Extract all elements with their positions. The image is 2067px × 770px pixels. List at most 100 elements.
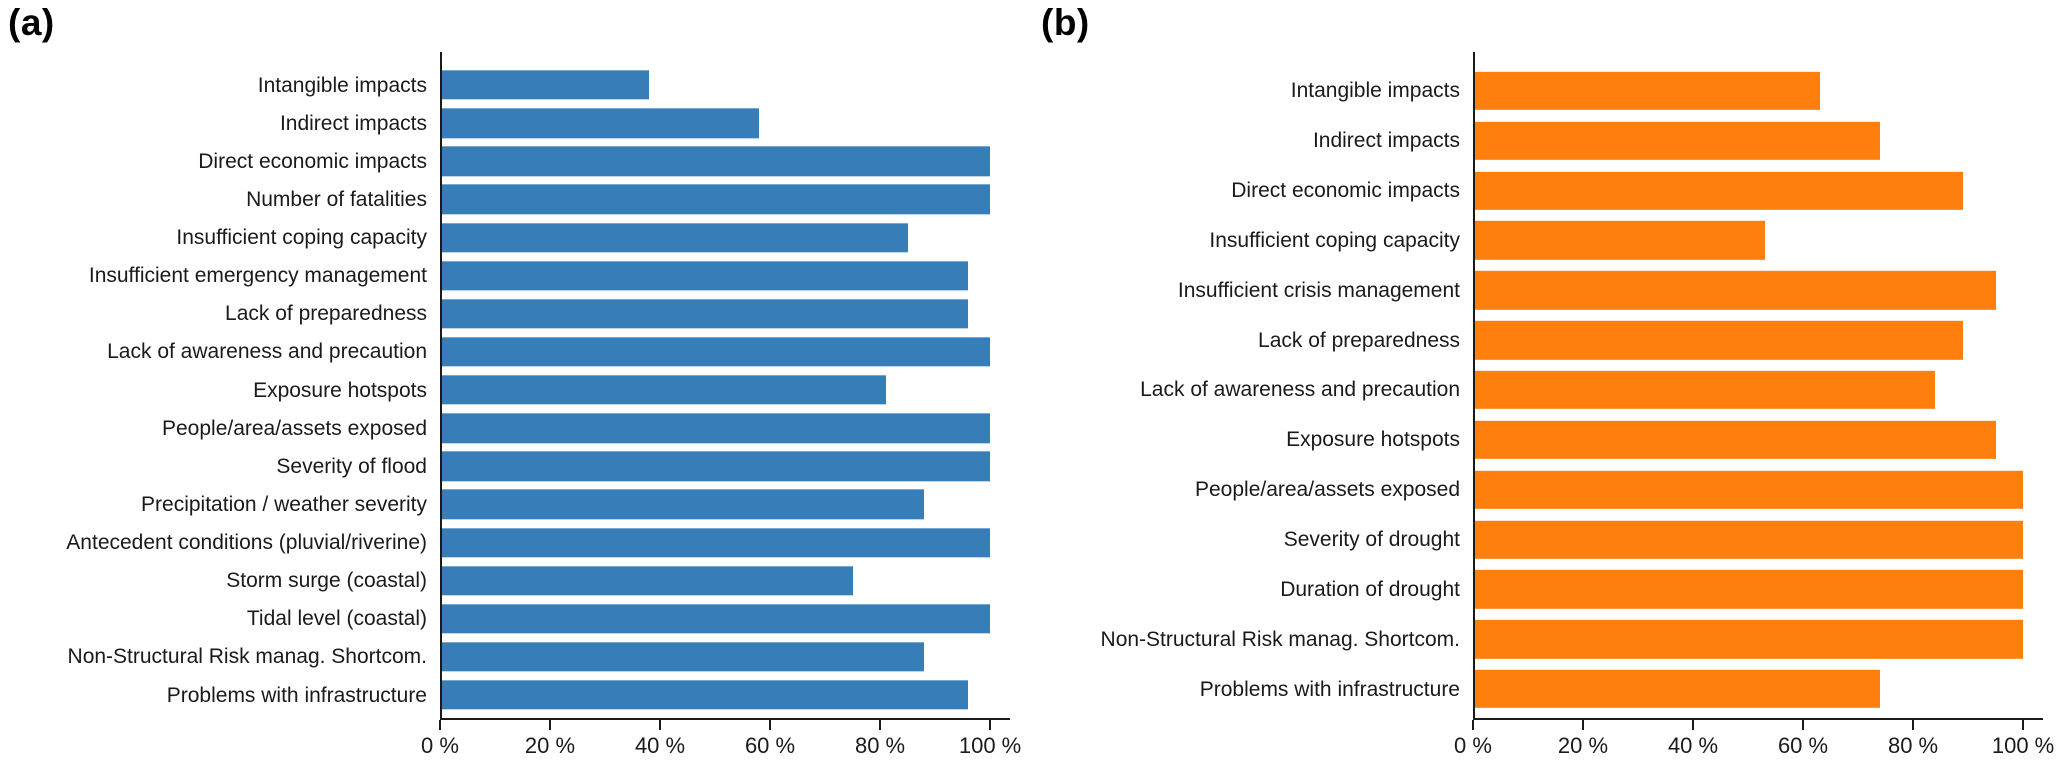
category-label: Storm surge (coastal) [226, 569, 427, 593]
bar [440, 642, 925, 672]
bar [440, 108, 760, 138]
x-tick: 60 % [1778, 720, 1828, 758]
x-tick-label: 20 % [1557, 733, 1609, 758]
bar-track [440, 104, 1010, 142]
bar-row: Indirect impacts [8, 104, 1010, 142]
chart-b-rows: Intangible impacts Indirect impacts Direct… [1041, 52, 2043, 720]
bar [440, 337, 991, 367]
bar-row: Direct economic impacts [8, 142, 1010, 180]
x-tick-label: 0 % [1454, 733, 1492, 758]
category-label: Insufficient coping capacity [176, 226, 427, 250]
bar-row: Lack of awareness and precaution [8, 333, 1010, 371]
x-tick: 80 % [1888, 720, 1938, 758]
bar-track [440, 180, 1010, 218]
x-tick: 20 % [1558, 720, 1608, 758]
category-label: Lack of awareness and precaution [107, 340, 427, 364]
chart-a-rows: Intangible impacts Indirect impacts Direct… [8, 52, 1010, 720]
bar-row: Problems with infrastructure [1041, 664, 2043, 714]
bar-row: Insufficient emergency management [8, 257, 1010, 295]
bar-row: Exposure hotspots [8, 371, 1010, 409]
bar-track [1473, 664, 2043, 714]
bar [1473, 320, 1963, 360]
x-tick-label: 40 % [1667, 733, 1719, 758]
bar [440, 222, 908, 253]
x-tick: 80 % [855, 720, 905, 758]
bar-row: Non-Structural Risk manag. Shortcom. [1041, 614, 2043, 664]
bar-track [1473, 465, 2043, 515]
bar-row: People/area/assets exposed [8, 409, 1010, 447]
bar-track [440, 257, 1010, 295]
bar-track [1473, 66, 2043, 116]
bar-row: Duration of drought [1041, 564, 2043, 614]
x-tick-label: 20 % [524, 733, 576, 758]
category-label: Antecedent conditions (pluvial/riverine) [66, 531, 427, 555]
bar-track [440, 142, 1010, 180]
bar [440, 527, 991, 558]
x-tick: 40 % [1668, 720, 1718, 758]
bar-track [440, 409, 1010, 447]
y-axis-line [440, 52, 442, 720]
bar-track [440, 371, 1010, 409]
category-label: Severity of drought [1283, 527, 1460, 551]
bar [440, 184, 991, 215]
bar-row: People/area/assets exposed [1041, 465, 2043, 515]
category-label: Exposure hotspots [1286, 428, 1460, 452]
bar [440, 261, 969, 291]
bar [440, 299, 969, 329]
x-tick-label: 100 % [1991, 733, 2055, 758]
x-axis-b: 0 % 20 % 40 % 60 % 80 % 100 % [1454, 720, 2054, 770]
bar [1473, 121, 1881, 160]
x-axis-a: 0 % 20 % 40 % 60 % 80 % 100 % [421, 720, 1021, 770]
category-label: People/area/assets exposed [161, 416, 427, 440]
bar [1473, 171, 1963, 210]
bar [440, 413, 991, 443]
category-label: Non-Structural Risk manag. Shortcom. [67, 645, 427, 669]
category-label: Direct economic impacts [198, 149, 427, 173]
bar-track [440, 485, 1010, 523]
bar-chart-b: Intangible impacts Indirect impacts Direct… [1041, 52, 2054, 758]
bar-track [440, 333, 1010, 371]
bar [1473, 669, 1881, 709]
bar-track [440, 562, 1010, 600]
bar-row: Non-Structural Risk manag. Shortcom. [8, 638, 1010, 676]
x-tick-label: 40 % [634, 733, 686, 758]
bar [1473, 71, 1820, 111]
bar-row: Tidal level (coastal) [8, 600, 1010, 638]
x-tick: 40 % [635, 720, 685, 758]
bar-track [1473, 265, 2043, 315]
bar-track [1473, 315, 2043, 365]
category-label: Insufficient coping capacity [1209, 228, 1460, 252]
panel-b-label: (b) [1041, 2, 1090, 43]
bar-chart-a: Intangible impacts Indirect impacts Direct… [8, 52, 1021, 758]
bar [440, 70, 650, 100]
bar-track [1473, 515, 2043, 565]
category-label: Precipitation / weather severity [141, 492, 427, 516]
bar-row: Exposure hotspots [1041, 415, 2043, 465]
category-label: Insufficient crisis management [1177, 278, 1460, 302]
bar-track [440, 66, 1010, 104]
bar-row: Intangible impacts [1041, 66, 2043, 116]
category-label: Indirect impacts [1312, 129, 1460, 153]
panel-b: (b) Intangible impacts Indirect impacts Di… [1033, 0, 2066, 758]
category-label: Severity of flood [276, 454, 427, 478]
bar-track [440, 600, 1010, 638]
bar-row: Number of fatalities [8, 180, 1010, 218]
category-label: Insufficient emergency management [88, 264, 427, 288]
bar [440, 146, 991, 176]
bar-row: Severity of flood [8, 447, 1010, 485]
category-label: Intangible impacts [1290, 79, 1460, 103]
panel-a: (a) Intangible impacts Indirect impacts Di… [0, 0, 1033, 758]
bar-track [1473, 415, 2043, 465]
bar-track [440, 219, 1010, 257]
category-label: People/area/assets exposed [1194, 478, 1460, 502]
category-label: Non-Structural Risk manag. Shortcom. [1100, 627, 1460, 651]
bar [440, 375, 886, 405]
bar [1473, 420, 1996, 460]
bar [1473, 470, 2024, 509]
category-label: Indirect impacts [279, 111, 427, 135]
category-label: Direct economic impacts [1231, 179, 1460, 203]
bar-track [440, 638, 1010, 676]
bar-track [1473, 564, 2043, 614]
bar [440, 604, 991, 634]
bar-row: Storm surge (coastal) [8, 562, 1010, 600]
